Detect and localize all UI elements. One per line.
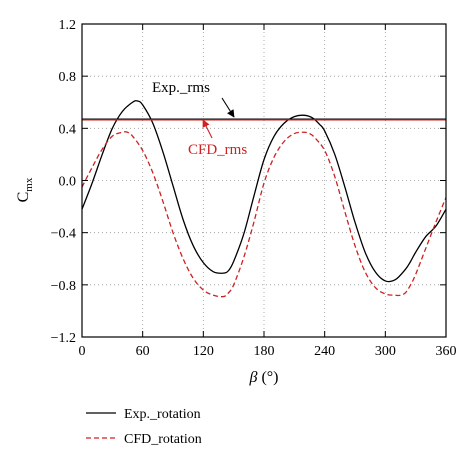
y-tick-label-1: −0.8 bbox=[51, 279, 76, 294]
legend: Exp._rotation CFD_rotation bbox=[86, 407, 202, 447]
y-tick-labels: −1.2 −0.8 −0.4 0.0 0.4 0.8 1.2 bbox=[51, 18, 76, 346]
x-axis-title-symbol: β bbox=[248, 369, 257, 386]
ticks bbox=[81, 23, 447, 338]
y-axis-title-sub: mx bbox=[23, 177, 35, 192]
x-tick-labels: 0 60 120 180 240 300 360 bbox=[79, 344, 457, 359]
cfd-rms-label: CFD_rms bbox=[188, 142, 247, 158]
exp-rms-label: Exp._rms bbox=[152, 80, 210, 96]
y-axis-title: Cmx bbox=[15, 177, 35, 202]
cfd-rms-arrow bbox=[202, 119, 213, 139]
x-tick-label-1: 60 bbox=[136, 344, 150, 359]
x-tick-label-4: 240 bbox=[314, 344, 335, 359]
x-tick-label-6: 360 bbox=[436, 344, 457, 359]
exp-rms-arrow bbox=[221, 97, 235, 118]
x-tick-label-3: 180 bbox=[254, 344, 275, 359]
series-layer bbox=[81, 100, 447, 298]
x-axis-title-unit: (°) bbox=[261, 369, 278, 386]
y-tick-label-4: 0.4 bbox=[59, 122, 77, 137]
y-tick-label-6: 1.2 bbox=[59, 18, 77, 33]
x-tick-label-2: 120 bbox=[193, 344, 214, 359]
y-axis-title-main: C bbox=[15, 192, 32, 203]
x-tick-label-5: 300 bbox=[375, 344, 396, 359]
x-axis-title: β (°) bbox=[248, 369, 278, 386]
x-tick-label-0: 0 bbox=[79, 344, 86, 359]
y-tick-label-5: 0.8 bbox=[59, 70, 77, 85]
y-tick-label-0: −1.2 bbox=[51, 331, 76, 346]
grid bbox=[82, 24, 446, 337]
legend-exp-rotation-label: Exp._rotation bbox=[124, 407, 201, 422]
y-tick-label-3: 0.0 bbox=[59, 175, 77, 190]
y-tick-label-2: −0.4 bbox=[51, 227, 76, 242]
legend-cfd-rotation-label: CFD_rotation bbox=[124, 432, 202, 447]
series-exp-rotation bbox=[81, 100, 447, 283]
series-cfd-rotation bbox=[81, 131, 447, 298]
